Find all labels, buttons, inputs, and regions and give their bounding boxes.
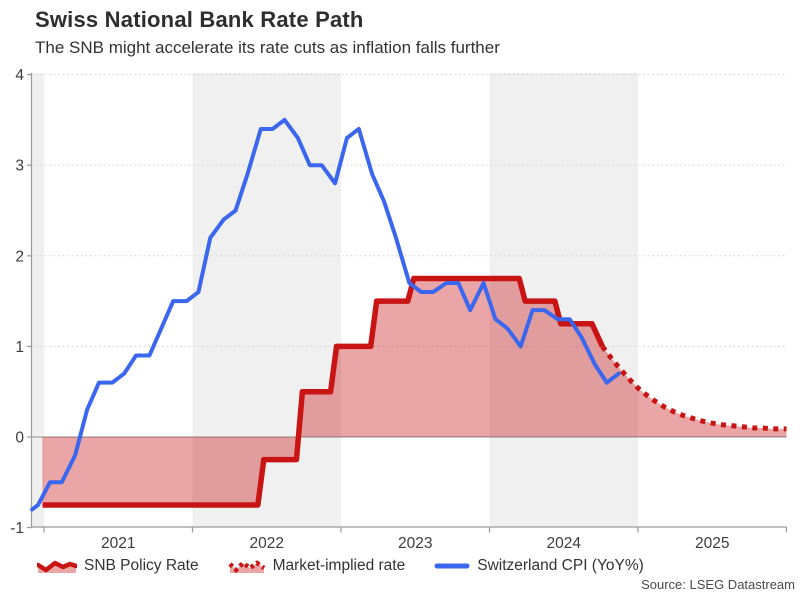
x-tick-label-2022: 2022 — [250, 535, 284, 552]
chart-title: Swiss National Bank Rate Path — [35, 7, 364, 32]
legend-item-market-implied-rate: Market-implied rate — [227, 557, 406, 575]
y-tick-label-1: 1 — [15, 339, 24, 356]
dotted-area-line-icon — [227, 559, 265, 573]
y-tick-label-2: 2 — [15, 248, 24, 265]
legend-label: SNB Policy Rate — [84, 557, 199, 574]
chart-subtitle: The SNB might accelerate its rate cuts a… — [35, 38, 500, 57]
year-shade-band-1 — [192, 73, 341, 527]
policy-rate-area-fill — [42, 278, 787, 505]
year-shade-band-2 — [489, 73, 638, 527]
x-tick-label-2025: 2025 — [695, 535, 729, 552]
y-tick-label-0: 0 — [15, 430, 24, 447]
y-tick-label-4: 4 — [15, 67, 24, 84]
year-shade-band-0 — [32, 73, 44, 527]
solid-area-line-icon — [37, 560, 77, 573]
legend-item-snb-policy-rate: SNB Policy Rate — [37, 557, 199, 575]
y-tick-label-3: 3 — [15, 158, 24, 175]
x-tick-label-2023: 2023 — [398, 535, 432, 552]
x-tick-label-2024: 2024 — [547, 535, 582, 552]
blue-line-icon — [434, 563, 470, 569]
switzerland-cpi-line — [30, 117, 621, 512]
legend-label: Switzerland CPI (YoY%) — [477, 557, 644, 574]
snb-policy-rate-line — [42, 275, 605, 508]
x-tick-label-2021: 2021 — [101, 535, 135, 552]
source-credit: Source: LSEG Datastream — [641, 577, 795, 592]
legend-item-switzerland-cpi: Switzerland CPI (YoY%) — [434, 557, 644, 575]
y-tick-label--1: -1 — [10, 520, 24, 537]
legend-label: Market-implied rate — [272, 557, 406, 574]
chart-legend: SNB Policy Rate Market-implied rate Swit… — [37, 557, 644, 575]
